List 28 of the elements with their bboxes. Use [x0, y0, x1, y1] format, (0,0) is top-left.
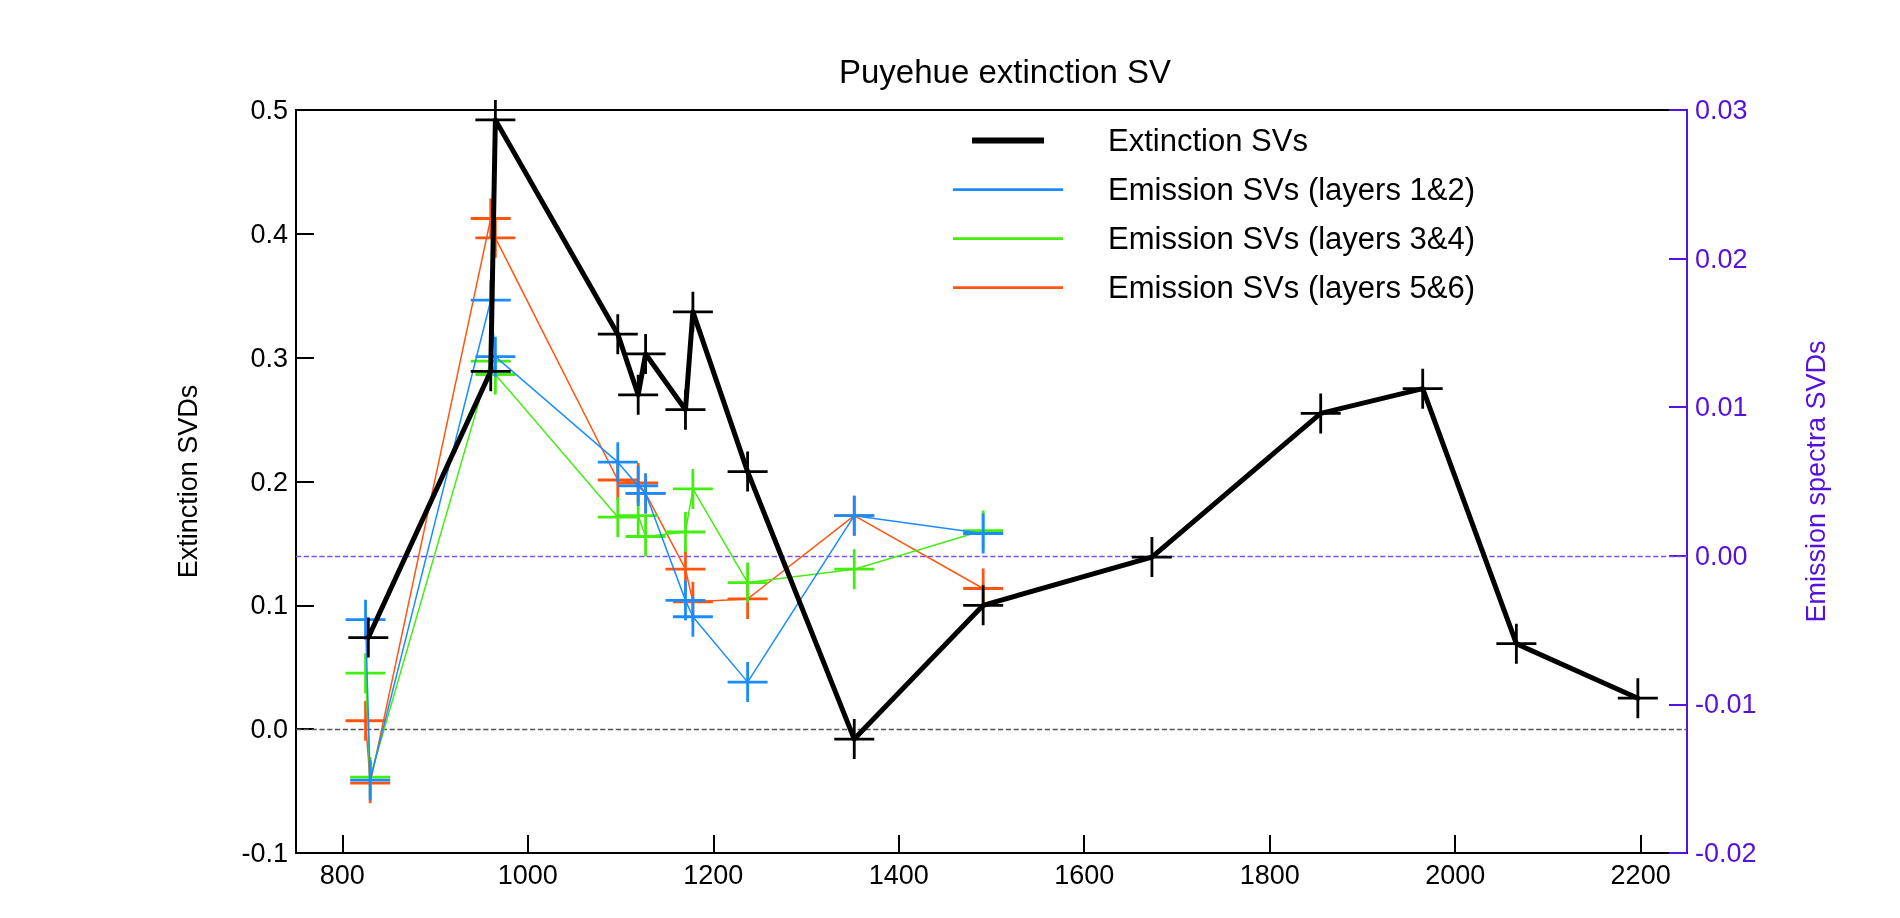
y-tick-label: 0.4 [250, 218, 288, 249]
x-tick-label: 1000 [497, 859, 558, 890]
y2-tick-label: -0.01 [1695, 689, 1757, 720]
x-tick-label: 1200 [683, 859, 744, 890]
y2-tick-label: 0.02 [1695, 243, 1748, 274]
y2-tick-label: 0.00 [1695, 540, 1748, 571]
y-tick-label: 0.2 [250, 466, 288, 497]
y-tick-label: 0.1 [250, 590, 288, 621]
chart-title: Puyehue extinction SV [838, 53, 1172, 90]
x-tick-label: 1400 [868, 859, 929, 890]
legend-label: Emission SVs (layers 5&6) [1108, 270, 1476, 305]
x-tick-label: 2200 [1610, 859, 1671, 890]
y2-axis-title: Emission spectra SVDs [1800, 340, 1831, 623]
y-axis-title: Extinction SVDs [172, 384, 203, 579]
legend-label: Emission SVs (layers 3&4) [1108, 221, 1476, 256]
x-tick-label: 800 [319, 859, 365, 890]
y2-tick-label: 0.03 [1695, 95, 1748, 125]
y-tick-label: 0.5 [250, 95, 288, 125]
legend-label: Extinction SVs [1108, 123, 1308, 158]
y-tick-label: 0.3 [250, 342, 288, 373]
y-tick-label: 0.0 [250, 714, 288, 745]
y-tick-label: -0.1 [241, 838, 288, 868]
legend-label: Emission SVs (layers 1&2) [1108, 172, 1476, 207]
y2-tick-label: 0.01 [1695, 392, 1748, 423]
x-tick-label: 1800 [1239, 859, 1300, 890]
y2-tick-label: -0.02 [1695, 838, 1757, 868]
x-tick-label: 1600 [1054, 859, 1115, 890]
x-tick-label: 2000 [1425, 859, 1486, 890]
